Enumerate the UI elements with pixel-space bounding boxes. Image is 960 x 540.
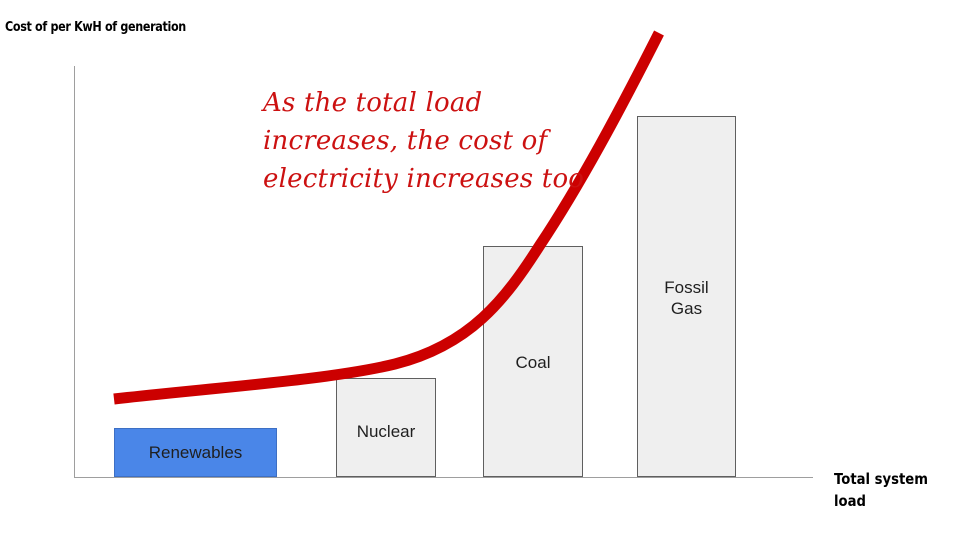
bar-label-renewables: Renewables	[148, 443, 243, 462]
x-axis-label: Total system load	[834, 470, 928, 510]
bar-nuclear: Nuclear	[336, 378, 436, 477]
x-axis-line	[74, 477, 813, 478]
y-axis-label: Cost of per KwH of generation	[5, 20, 186, 35]
bar-label-fossil-gas: Fossil Gas	[664, 278, 709, 318]
y-axis-line	[74, 66, 75, 477]
bar-label-coal: Coal	[515, 353, 551, 372]
annotation-text: As the total load increases, the cost of…	[263, 88, 585, 194]
bar-renewables: Renewables	[114, 428, 277, 477]
bar-fossil-gas: Fossil Gas	[637, 116, 736, 477]
bar-label-nuclear: Nuclear	[356, 422, 416, 441]
cost-curve-line	[113, 30, 664, 405]
